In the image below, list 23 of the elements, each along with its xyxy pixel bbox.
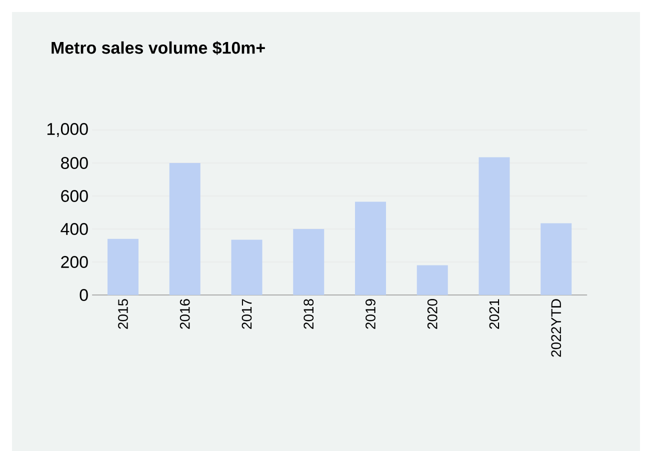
- x-tick-label: 2018: [304, 299, 314, 329]
- bar: [416, 265, 448, 295]
- x-tick-label: 2019: [366, 299, 376, 329]
- y-tick-label: 200: [61, 256, 88, 268]
- y-tick-label: 800: [61, 156, 88, 169]
- bar: [540, 223, 572, 295]
- x-tick-label: 2022YTD: [551, 299, 562, 357]
- x-tick-label: 2015: [118, 299, 128, 329]
- x-tick-label: 2020: [427, 299, 438, 329]
- y-tick-label: 400: [60, 222, 88, 235]
- y-tick-label: 600: [61, 190, 88, 202]
- x-tick-label: 2017: [242, 299, 252, 329]
- chart-title: Metro sales volume $10m+: [52, 41, 265, 55]
- x-tick-label: 2016: [180, 299, 190, 329]
- bar: [478, 157, 510, 295]
- bar: [355, 202, 386, 295]
- y-tick-label: 0: [80, 288, 88, 301]
- y-tick-label: 1,000: [47, 122, 88, 137]
- bar: [169, 162, 200, 295]
- bar: [231, 240, 262, 295]
- bar: [293, 228, 324, 295]
- bar: [108, 238, 139, 295]
- x-tick-label: 2021: [489, 299, 500, 329]
